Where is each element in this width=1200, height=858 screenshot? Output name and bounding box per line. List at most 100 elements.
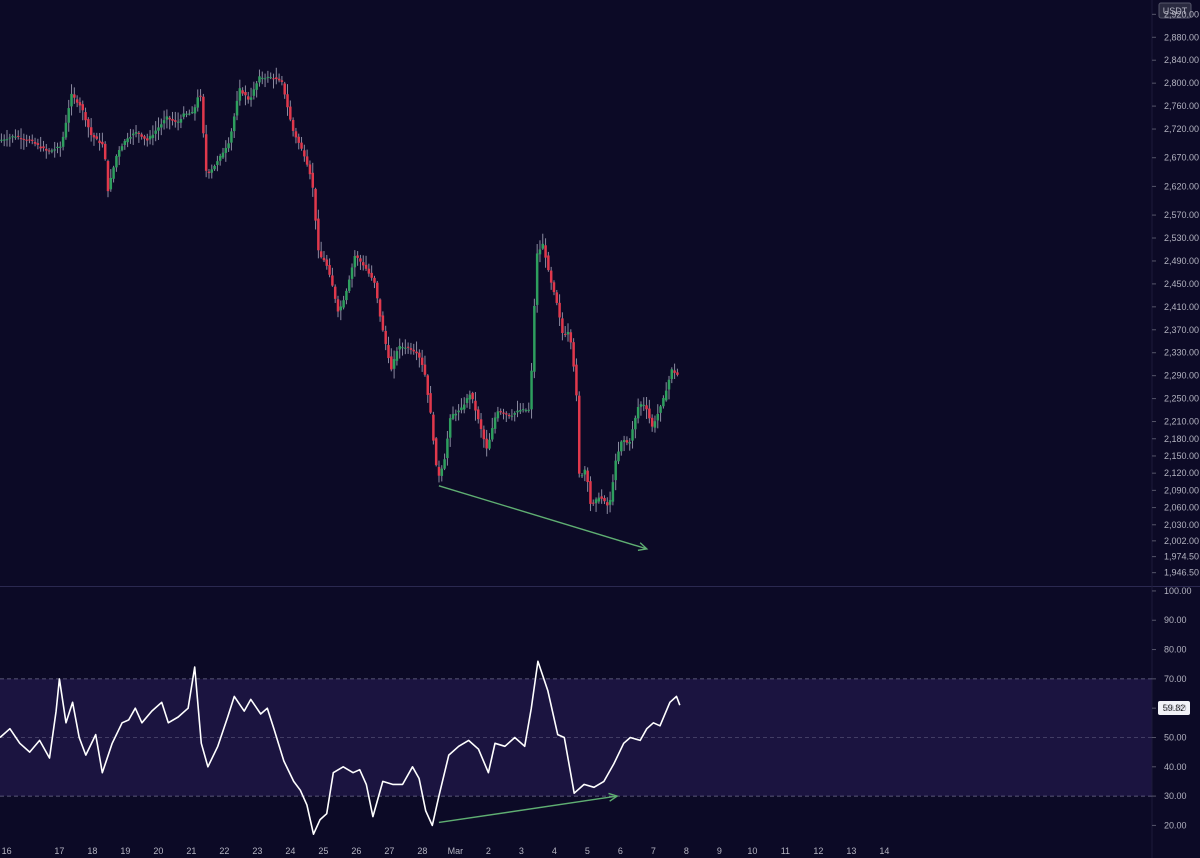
candle-body bbox=[106, 161, 110, 192]
time-tick-label: 21 bbox=[186, 846, 196, 856]
candle-body bbox=[664, 390, 668, 401]
candle-body bbox=[280, 80, 284, 82]
candle-body bbox=[148, 136, 152, 140]
candle-body bbox=[53, 149, 56, 151]
candle-body bbox=[232, 116, 236, 132]
candle-body bbox=[246, 96, 250, 100]
candle-body bbox=[134, 132, 138, 134]
candle-body bbox=[261, 77, 264, 79]
candle-body bbox=[244, 91, 247, 96]
candle-body bbox=[120, 146, 124, 151]
candle-body bbox=[33, 141, 37, 144]
candle-body bbox=[496, 411, 500, 419]
candle-body bbox=[659, 406, 662, 413]
candle-body bbox=[586, 470, 589, 483]
candle-body bbox=[28, 139, 31, 141]
candle-body bbox=[642, 404, 645, 406]
candle-body bbox=[272, 78, 275, 80]
candle-body bbox=[103, 143, 107, 160]
price-tick-label: 1,974.50 bbox=[1164, 552, 1199, 562]
candle-body bbox=[196, 97, 200, 108]
price-tick-label: 2,720.00 bbox=[1164, 124, 1199, 134]
candle-body bbox=[154, 130, 157, 134]
candle-body bbox=[275, 77, 278, 80]
time-tick-label: 17 bbox=[54, 846, 64, 856]
candle-body bbox=[311, 172, 315, 188]
currency-badge-box bbox=[1158, 2, 1192, 19]
candle-body bbox=[112, 167, 115, 179]
candle-body bbox=[263, 78, 267, 80]
candle-body bbox=[482, 429, 486, 440]
price-tick-label: 2,880.00 bbox=[1164, 32, 1199, 42]
candle-body bbox=[415, 351, 418, 354]
price-divergence-arrow bbox=[438, 485, 648, 550]
time-tick-label: 19 bbox=[120, 846, 130, 856]
time-tick-label: 22 bbox=[219, 846, 229, 856]
candle-body bbox=[457, 410, 460, 413]
candle-body bbox=[418, 352, 421, 358]
price-tick-label: 2,180.00 bbox=[1164, 434, 1199, 444]
price-tick-label: 2,090.00 bbox=[1164, 485, 1199, 495]
candle-body bbox=[339, 306, 343, 311]
candle-body bbox=[84, 112, 87, 121]
time-tick-label: 26 bbox=[351, 846, 361, 856]
candle-body bbox=[527, 409, 530, 411]
candle-body bbox=[606, 502, 609, 506]
candle-body bbox=[59, 146, 62, 148]
candle-body bbox=[648, 408, 651, 419]
candle-body bbox=[384, 330, 387, 344]
time-tick-label: 3 bbox=[519, 846, 524, 856]
candle-body bbox=[364, 264, 368, 269]
price-tick-label: 2,670.00 bbox=[1164, 153, 1199, 163]
price-tick-label: 2,620.00 bbox=[1164, 181, 1199, 191]
candle-body bbox=[611, 482, 615, 502]
candle-body bbox=[617, 451, 620, 462]
candle-body bbox=[572, 342, 575, 367]
candle-body bbox=[485, 438, 488, 449]
price-tick-label: 1,946.50 bbox=[1164, 568, 1199, 578]
candle-body bbox=[0, 139, 3, 141]
candle-body bbox=[448, 418, 452, 438]
time-tick-label: 23 bbox=[252, 846, 262, 856]
candle-body bbox=[437, 466, 441, 476]
time-tick-label: 9 bbox=[717, 846, 722, 856]
candle-body bbox=[404, 347, 407, 349]
candle-body bbox=[123, 140, 127, 145]
candle-body bbox=[401, 347, 404, 349]
candle-body bbox=[297, 136, 300, 143]
candle-body bbox=[381, 315, 385, 331]
candle-body bbox=[182, 113, 185, 117]
candle-body bbox=[468, 394, 472, 400]
candle-body bbox=[589, 481, 592, 504]
candle-body bbox=[81, 104, 84, 111]
candle-body bbox=[151, 134, 155, 138]
time-tick-label: 28 bbox=[417, 846, 427, 856]
candle-body bbox=[524, 410, 528, 412]
candle-body bbox=[56, 146, 59, 149]
candle-body bbox=[305, 156, 309, 165]
candle-body bbox=[140, 134, 143, 137]
candle-body bbox=[451, 414, 455, 419]
candle-body bbox=[656, 413, 660, 421]
candle-body bbox=[533, 305, 536, 372]
candle-body bbox=[634, 417, 637, 430]
candle-body bbox=[95, 136, 99, 139]
candle-body bbox=[420, 357, 424, 365]
candle-body bbox=[117, 150, 121, 157]
price-tick-label: 2,150.00 bbox=[1164, 451, 1199, 461]
rsi-last-value-box bbox=[1158, 701, 1190, 715]
price-tick-label: 2,210.00 bbox=[1164, 417, 1199, 427]
candle-body bbox=[614, 460, 617, 481]
candle-body bbox=[87, 119, 90, 128]
candle-body bbox=[628, 442, 631, 444]
candle-body bbox=[462, 404, 466, 410]
candle-body bbox=[174, 120, 177, 122]
candle-body bbox=[331, 275, 334, 286]
candle-body bbox=[507, 414, 511, 417]
price-tick-label: 2,250.00 bbox=[1164, 394, 1199, 404]
candle-body bbox=[454, 413, 458, 416]
candle-body bbox=[131, 133, 135, 136]
rsi-divergence-arrow bbox=[438, 795, 618, 824]
candle-body bbox=[676, 372, 679, 375]
